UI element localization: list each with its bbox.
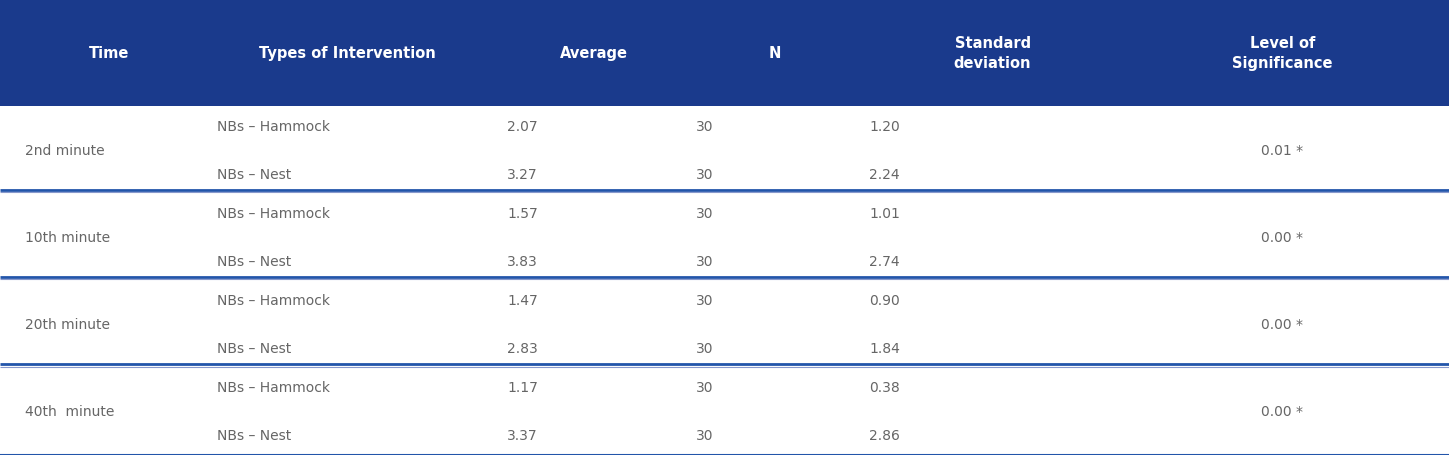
Text: 40th  minute: 40th minute (25, 404, 114, 418)
Text: NBs – Nest: NBs – Nest (217, 254, 291, 268)
Text: 2.24: 2.24 (869, 167, 900, 181)
Text: 0.01 *: 0.01 * (1261, 143, 1304, 157)
Bar (0, 194, 1449, 281)
Text: 1.57: 1.57 (507, 207, 538, 220)
Text: 10th minute: 10th minute (25, 230, 110, 244)
Text: 0.00 *: 0.00 * (1262, 230, 1303, 244)
Text: 20th minute: 20th minute (25, 317, 110, 331)
Text: 1.20: 1.20 (869, 120, 900, 133)
Text: Types of Intervention: Types of Intervention (259, 46, 436, 61)
Text: NBs – Hammock: NBs – Hammock (217, 293, 330, 307)
Text: 1.17: 1.17 (507, 380, 538, 394)
Text: Average: Average (561, 46, 627, 61)
Text: 3.83: 3.83 (507, 254, 538, 268)
Bar (0, 281, 1449, 368)
Text: 30: 30 (696, 428, 713, 442)
Text: NBs – Nest: NBs – Nest (217, 167, 291, 181)
Text: 30: 30 (696, 293, 713, 307)
Text: Time: Time (88, 46, 129, 61)
Text: 2nd minute: 2nd minute (25, 143, 104, 157)
Text: 0.00 *: 0.00 * (1262, 404, 1303, 418)
Text: 30: 30 (696, 380, 713, 394)
Text: 1.84: 1.84 (869, 341, 900, 355)
Text: N: N (769, 46, 781, 61)
Text: 30: 30 (696, 341, 713, 355)
Text: 2.74: 2.74 (869, 254, 900, 268)
Bar (0, 107, 1449, 194)
Text: NBs – Hammock: NBs – Hammock (217, 380, 330, 394)
Text: 3.37: 3.37 (507, 428, 538, 442)
Text: 30: 30 (696, 167, 713, 181)
Text: 1.01: 1.01 (869, 207, 900, 220)
Bar (0, 0, 1449, 107)
Text: 1.47: 1.47 (507, 293, 538, 307)
Text: 0.90: 0.90 (869, 293, 900, 307)
Text: 3.27: 3.27 (507, 167, 538, 181)
Bar (0, 368, 1449, 455)
Text: 2.86: 2.86 (869, 428, 900, 442)
Text: NBs – Hammock: NBs – Hammock (217, 120, 330, 133)
Text: NBs – Nest: NBs – Nest (217, 428, 291, 442)
Text: 30: 30 (696, 207, 713, 220)
Text: 0.38: 0.38 (869, 380, 900, 394)
Text: NBs – Hammock: NBs – Hammock (217, 207, 330, 220)
Text: Level of
Significance: Level of Significance (1232, 36, 1333, 71)
Text: NBs – Nest: NBs – Nest (217, 341, 291, 355)
Text: 30: 30 (696, 254, 713, 268)
Text: 2.07: 2.07 (507, 120, 538, 133)
Text: 2.83: 2.83 (507, 341, 538, 355)
Text: 0.00 *: 0.00 * (1262, 317, 1303, 331)
Text: 30: 30 (696, 120, 713, 133)
Text: Standard
deviation: Standard deviation (953, 36, 1032, 71)
